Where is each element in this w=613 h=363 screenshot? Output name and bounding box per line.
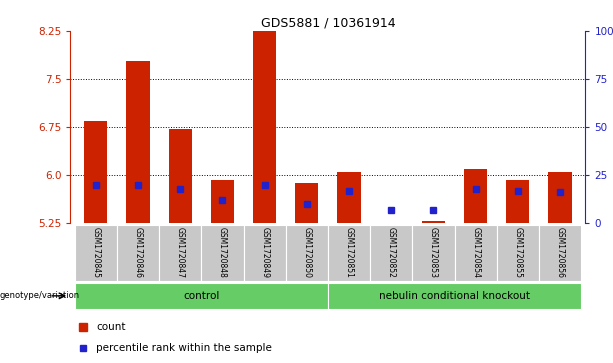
Text: GSM1720850: GSM1720850 — [302, 227, 311, 278]
Text: genotype/variation: genotype/variation — [0, 291, 80, 300]
FancyBboxPatch shape — [243, 225, 286, 281]
FancyBboxPatch shape — [159, 225, 201, 281]
Text: percentile rank within the sample: percentile rank within the sample — [96, 343, 272, 353]
Text: nebulin conditional knockout: nebulin conditional knockout — [379, 291, 530, 301]
Bar — [464, 169, 487, 223]
Text: GSM1720846: GSM1720846 — [134, 227, 143, 278]
FancyBboxPatch shape — [413, 225, 455, 281]
Bar — [126, 61, 150, 223]
Text: GSM1720848: GSM1720848 — [218, 227, 227, 278]
Title: GDS5881 / 10361914: GDS5881 / 10361914 — [261, 17, 395, 30]
Bar — [169, 129, 192, 223]
Text: GSM1720847: GSM1720847 — [176, 227, 185, 278]
Text: GSM1720851: GSM1720851 — [345, 227, 354, 278]
FancyBboxPatch shape — [539, 225, 581, 281]
Text: control: control — [183, 291, 219, 301]
Bar — [506, 180, 530, 223]
Text: GSM1720852: GSM1720852 — [387, 227, 396, 278]
FancyBboxPatch shape — [455, 225, 497, 281]
Bar — [422, 221, 445, 223]
FancyBboxPatch shape — [328, 283, 581, 309]
FancyBboxPatch shape — [75, 225, 117, 281]
Text: GSM1720853: GSM1720853 — [429, 227, 438, 278]
Text: GSM1720855: GSM1720855 — [513, 227, 522, 278]
FancyBboxPatch shape — [370, 225, 413, 281]
Text: GSM1720856: GSM1720856 — [555, 227, 565, 278]
FancyBboxPatch shape — [328, 225, 370, 281]
Text: GSM1720849: GSM1720849 — [260, 227, 269, 278]
FancyBboxPatch shape — [497, 225, 539, 281]
Bar — [337, 172, 360, 223]
Text: count: count — [96, 322, 126, 332]
Text: GSM1720845: GSM1720845 — [91, 227, 101, 278]
Text: GSM1720854: GSM1720854 — [471, 227, 480, 278]
FancyBboxPatch shape — [201, 225, 243, 281]
Bar — [253, 0, 276, 223]
Bar — [211, 180, 234, 223]
FancyBboxPatch shape — [117, 225, 159, 281]
Bar — [295, 183, 319, 223]
FancyBboxPatch shape — [286, 225, 328, 281]
Bar — [84, 121, 107, 223]
FancyBboxPatch shape — [75, 283, 328, 309]
Bar — [549, 172, 572, 223]
